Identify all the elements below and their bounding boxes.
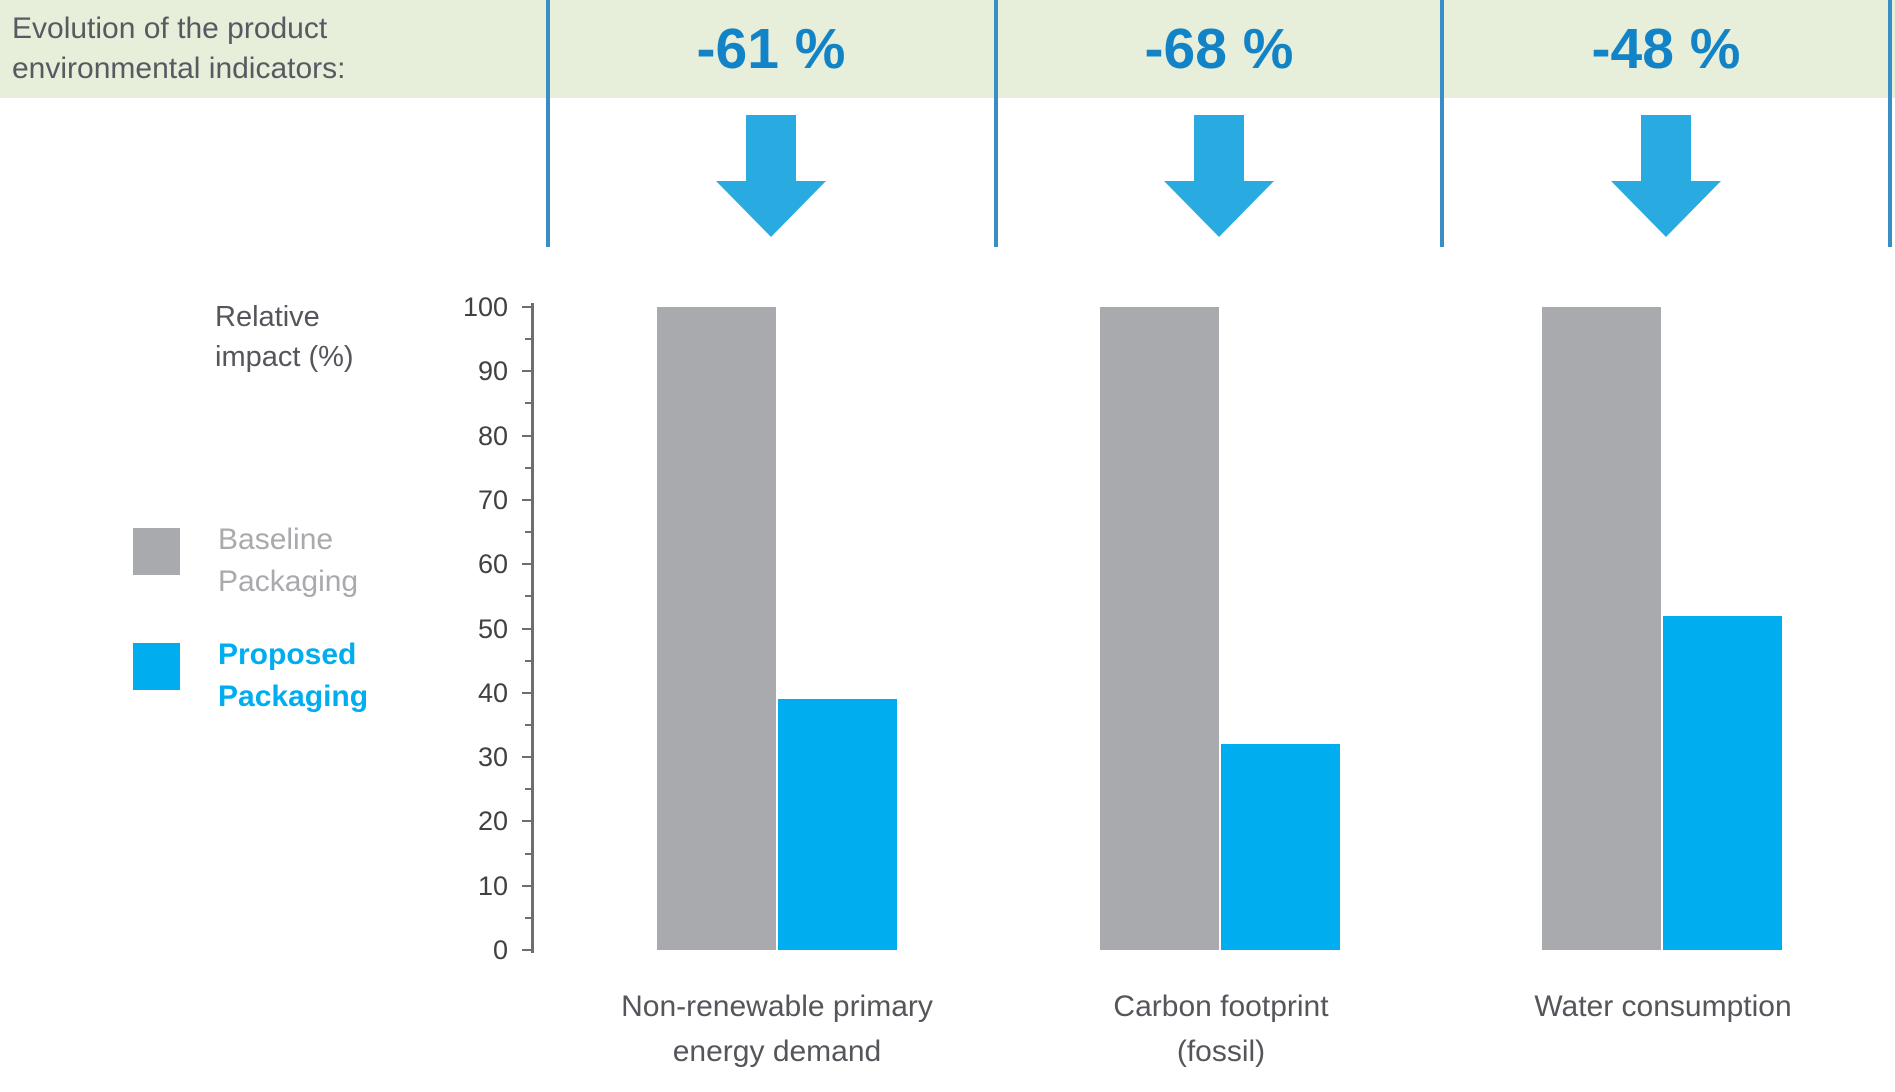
indicator-section-energy: -61 % — [548, 0, 994, 247]
legend-label-proposed: Proposed Packaging — [218, 638, 369, 713]
y-minor-tick-mark — [525, 788, 531, 791]
bar-proposed-2 — [1663, 615, 1782, 950]
reduction-value-carbon: -68 % — [1144, 17, 1294, 81]
x-category-label: Water consumption — [1534, 990, 1792, 1023]
y-tick-label: 70 — [477, 484, 508, 515]
section-divider — [1440, 0, 1444, 247]
legend-swatch-proposed — [133, 643, 180, 690]
y-tick-label: 80 — [477, 420, 508, 451]
y-tick-mark — [522, 820, 531, 823]
y-tick-mark — [522, 434, 531, 437]
legend-swatch-baseline — [133, 528, 180, 575]
x-category-label: Non-renewable primary energy demand — [621, 990, 933, 1068]
y-axis-title-line-2: impact (%) — [215, 341, 354, 373]
y-minor-tick-mark — [525, 466, 531, 469]
y-tick-mark — [522, 306, 531, 308]
down-arrow-icon — [1611, 115, 1721, 237]
y-tick-mark — [522, 370, 531, 373]
y-tick-label: 90 — [477, 356, 508, 387]
bar-proposed-1 — [1221, 744, 1340, 950]
y-axis-line — [531, 303, 534, 953]
y-minor-tick-mark — [525, 723, 531, 726]
page-title: Evolution of the product environmental i… — [12, 9, 346, 89]
y-tick-label: 0 — [492, 935, 508, 965]
reduction-value-energy: -61 % — [696, 17, 846, 81]
y-tick-mark — [522, 627, 531, 630]
y-axis-title-line-1: Relative — [215, 301, 320, 333]
y-tick-label: 100 — [462, 292, 508, 322]
section-divider — [546, 0, 550, 247]
section-divider — [994, 0, 998, 247]
bar-baseline-2 — [1542, 307, 1661, 950]
y-tick-label: 40 — [477, 677, 508, 708]
y-tick-mark — [522, 949, 531, 951]
y-minor-tick-mark — [525, 402, 531, 405]
y-tick-label: 10 — [477, 870, 508, 901]
down-arrow-icon — [1164, 115, 1274, 237]
y-minor-tick-mark — [525, 659, 531, 662]
y-tick-label: 60 — [477, 549, 508, 580]
indicator-section-water: -48 % — [1444, 0, 1888, 247]
header-banner — [0, 0, 1895, 98]
section-divider — [1888, 0, 1892, 247]
y-minor-tick-mark — [525, 338, 531, 341]
bar-baseline-1 — [1100, 307, 1219, 950]
y-tick-mark — [522, 884, 531, 887]
y-minor-tick-mark — [525, 916, 531, 919]
y-minor-tick-mark — [525, 852, 531, 855]
reduction-value-water: -48 % — [1591, 17, 1741, 81]
y-tick-label: 20 — [477, 806, 508, 837]
bar-proposed-0 — [778, 699, 897, 950]
y-tick-mark — [522, 498, 531, 501]
y-minor-tick-mark — [525, 595, 531, 598]
bar-baseline-0 — [657, 307, 776, 950]
y-axis-title: Relative impact (%) — [215, 297, 354, 377]
y-tick-label: 50 — [477, 613, 508, 644]
y-tick-mark — [522, 563, 531, 566]
legend-label-baseline: Baseline Packaging — [218, 523, 359, 598]
page-title-line-1: Evolution of the product — [12, 12, 328, 45]
y-minor-tick-mark — [525, 531, 531, 534]
y-tick-mark — [522, 756, 531, 759]
indicator-section-carbon: -68 % — [998, 0, 1440, 247]
page-title-line-2: environmental indicators: — [12, 52, 346, 85]
y-tick-label: 30 — [477, 742, 508, 773]
down-arrow-icon — [716, 115, 826, 237]
y-tick-mark — [522, 691, 531, 694]
x-category-label: Carbon footprint (fossil) — [1113, 990, 1329, 1068]
